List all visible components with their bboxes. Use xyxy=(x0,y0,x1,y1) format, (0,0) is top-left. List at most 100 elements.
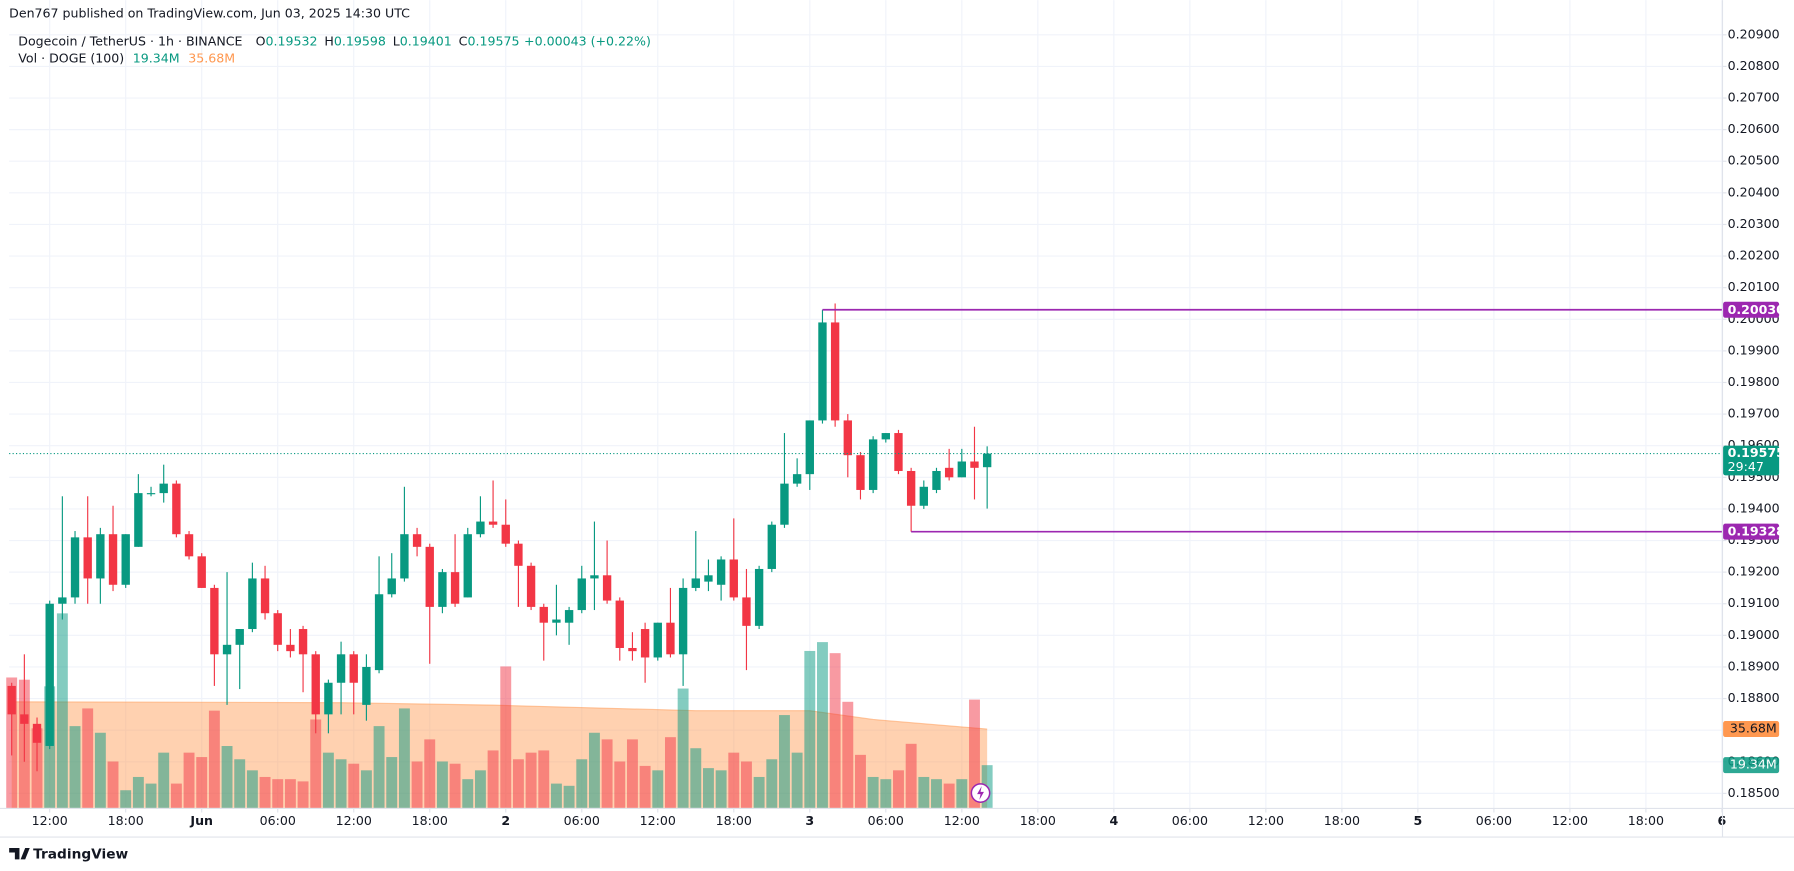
volume-bar xyxy=(208,710,220,808)
candle-body xyxy=(526,565,536,607)
candle-body xyxy=(754,568,764,626)
x-tick-label: 06:00 xyxy=(1476,813,1512,828)
brand-name: TradingView xyxy=(33,846,128,862)
x-tick-label: 5 xyxy=(1413,813,1422,828)
volume-bar xyxy=(234,759,246,808)
volume-ma-label-box xyxy=(1723,721,1780,738)
candle-body xyxy=(222,644,232,655)
candle-body xyxy=(678,587,688,655)
volume-bar xyxy=(183,752,195,808)
candle-body xyxy=(83,537,92,579)
candle-body xyxy=(868,439,878,490)
volume-bar xyxy=(664,737,676,808)
candle-body xyxy=(501,524,510,544)
volume-ma-axis-label: 35.68M xyxy=(1730,721,1777,736)
lightning-icon xyxy=(970,783,991,803)
volume-bar xyxy=(918,776,930,808)
y-tick-label: 0.19000 xyxy=(1728,627,1780,642)
candle-body xyxy=(906,470,916,506)
volume-bar xyxy=(462,779,474,808)
x-tick-label: 18:00 xyxy=(1020,813,1056,828)
candle-body xyxy=(349,654,358,683)
candle-body xyxy=(438,572,447,607)
volume-bar xyxy=(829,653,841,808)
x-tick-label: 06:00 xyxy=(260,813,296,828)
volume-bar xyxy=(525,752,537,808)
volume-bar xyxy=(424,739,436,808)
volume-bar xyxy=(145,783,157,808)
candle-body xyxy=(197,556,206,588)
level-label: 0.19328 xyxy=(1728,524,1785,539)
volume-bar xyxy=(259,776,271,808)
volume-bar xyxy=(310,719,322,808)
candle-body xyxy=(894,433,903,471)
volume-bar xyxy=(82,708,94,808)
volume-bar xyxy=(272,779,284,808)
y-tick-label: 0.20400 xyxy=(1728,184,1780,199)
volume-bar xyxy=(880,779,892,808)
volume-bar xyxy=(753,776,765,808)
candle-body xyxy=(324,682,333,715)
x-tick-label: 06:00 xyxy=(564,813,600,828)
volume-bar xyxy=(56,613,68,808)
volume-bar xyxy=(335,759,347,808)
x-tick-label: 2 xyxy=(501,813,510,828)
volume-bar xyxy=(867,776,879,808)
volume-bar xyxy=(246,770,258,808)
candle-body xyxy=(767,524,776,569)
candle-body xyxy=(45,603,54,746)
volume-bar xyxy=(538,750,550,808)
volume-bar xyxy=(639,765,651,808)
candle-body xyxy=(590,575,599,579)
candle-body xyxy=(260,578,270,614)
volume-bar xyxy=(550,783,562,808)
volume-bar xyxy=(791,752,803,808)
volume-bar xyxy=(449,763,461,808)
candle-body xyxy=(742,597,751,626)
volume-bar xyxy=(373,726,385,808)
candle-body xyxy=(425,546,434,607)
candle-body xyxy=(362,666,371,705)
candle-body xyxy=(957,461,966,478)
candle-body xyxy=(336,654,346,683)
x-tick-label: 4 xyxy=(1109,813,1118,828)
volume-bar xyxy=(804,650,816,808)
icon-bolt xyxy=(977,786,984,800)
y-tick-label: 0.20200 xyxy=(1728,248,1780,263)
volume-bar xyxy=(614,761,626,808)
candle-body xyxy=(146,493,156,495)
volume-bar xyxy=(690,748,702,808)
y-tick-label: 0.19700 xyxy=(1728,406,1780,421)
candle-body xyxy=(704,575,713,582)
x-tick-label: 12:00 xyxy=(1248,813,1284,828)
candle-body xyxy=(970,461,979,468)
candle-body xyxy=(387,578,396,595)
volume-bar xyxy=(563,785,575,808)
volume-bar xyxy=(512,759,524,808)
volume-bar xyxy=(196,757,208,808)
x-tick-label: 12:00 xyxy=(336,813,372,828)
candle-body xyxy=(463,534,472,598)
attribution: Den767 published on TradingView.com, Jun… xyxy=(9,5,410,20)
x-tick-label: 12:00 xyxy=(1552,813,1588,828)
symbol-legend: Dogecoin / TetherUS · 1h · BINANCE O0.19… xyxy=(18,33,651,48)
candle-body xyxy=(805,420,814,475)
volume-axis-label: 19.34M xyxy=(1730,757,1777,772)
ohlc-value: 0.19575 xyxy=(467,33,519,48)
candle-body xyxy=(476,521,485,535)
ohlc-value: 0.19532 xyxy=(266,33,318,48)
volume-bar xyxy=(411,761,423,808)
y-tick-label: 0.20900 xyxy=(1728,26,1780,41)
volume-ma-area xyxy=(11,701,988,808)
x-tick-label: 12:00 xyxy=(640,813,676,828)
volume-layer xyxy=(6,613,993,808)
x-tick-label: 18:00 xyxy=(716,813,752,828)
candle-body xyxy=(982,453,992,468)
x-tick-label: 18:00 xyxy=(1324,813,1360,828)
candle-body xyxy=(248,578,257,630)
y-tick-label: 0.20600 xyxy=(1728,121,1780,136)
candle-body xyxy=(564,610,574,623)
candle-body xyxy=(843,420,852,456)
x-tick-label: 12:00 xyxy=(32,813,68,828)
